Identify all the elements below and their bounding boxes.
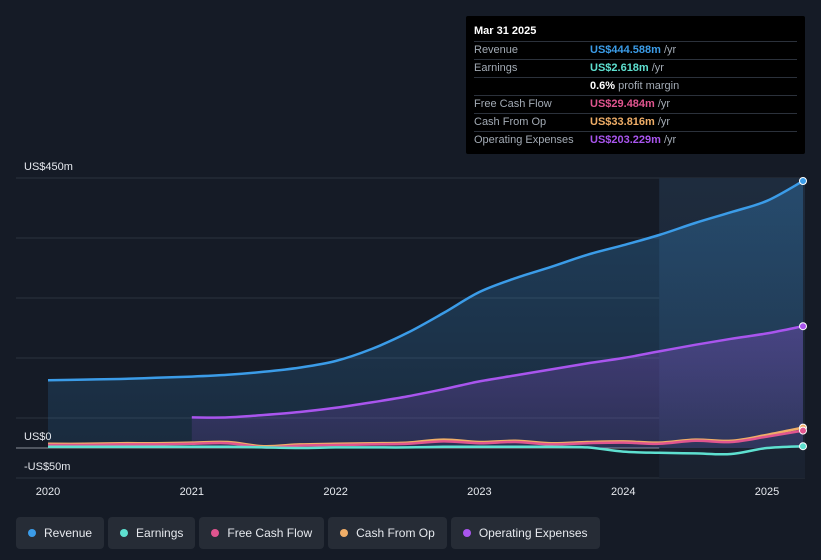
x-tick-label: 2024 <box>611 486 635 498</box>
series-line-earnings <box>47 444 804 456</box>
legend-dot-icon <box>120 529 129 537</box>
x-axis-labels: 2020 2021 2022 2023 2024 2025 <box>36 486 780 498</box>
legend-item-free-cash-flow[interactable]: Free Cash Flow <box>199 517 325 549</box>
y-tick-label: US$450m <box>24 161 73 173</box>
legend-item-earnings[interactable]: Earnings <box>108 517 196 549</box>
tooltip-row-unit: /yr <box>663 44 677 56</box>
tooltip-row-label: Free Cash Flow <box>474 98 552 110</box>
legend-item-cash-from-op[interactable]: Cash From Op <box>328 517 447 549</box>
tooltip-row-value: US$33.816m <box>590 116 655 128</box>
series-end-dots <box>799 177 807 451</box>
legend-label: Revenue <box>44 526 93 540</box>
x-tick-label: 2022 <box>323 486 347 498</box>
tooltip-row-label <box>474 78 590 95</box>
y-axis-labels: US$450m US$0 -US$50m <box>24 161 73 473</box>
tooltip-date: Mar 31 2025 <box>474 25 537 37</box>
tooltip-row-unit: /yr <box>651 62 664 74</box>
series-lines <box>47 179 804 456</box>
y-tick-label: US$0 <box>24 431 52 443</box>
tooltip-row: Revenue US$444.588m/yr <box>474 41 797 59</box>
legend-item-revenue[interactable]: Revenue <box>16 517 105 549</box>
tooltip-row: Operating Expenses US$203.229m/yr <box>474 131 797 149</box>
tooltip-row: Earnings US$2.618m/yr <box>474 59 797 77</box>
tooltip-row: Cash From Op US$33.816m/yr <box>474 113 797 131</box>
x-tick-label: 2025 <box>755 486 779 498</box>
series-area-operating-expenses <box>191 326 804 448</box>
tooltip-row-value: US$203.229m <box>590 134 661 146</box>
legend-label: Earnings <box>136 526 184 540</box>
legend-dot-icon <box>462 529 471 537</box>
tooltip-row-label: Cash From Op <box>474 116 547 128</box>
tooltip-row: Free Cash Flow US$29.484m/yr <box>474 95 797 113</box>
legend-label: Cash From Op <box>356 526 435 540</box>
series-line-operating-expenses <box>191 324 804 419</box>
tooltip-row-value: US$29.484m <box>590 98 655 110</box>
tooltip-row-unit: profit margin <box>618 80 680 92</box>
series-line-revenue <box>47 179 804 382</box>
series-end-dot-free-cash-flow <box>799 426 807 435</box>
tooltip-row: 0.6% profit margin <box>474 77 797 95</box>
series-end-dot-operating-expenses <box>799 322 807 331</box>
tooltip-panel: Mar 31 2025 Revenue US$444.588m/yr Earning… <box>466 16 805 154</box>
legend-item-operating-expenses[interactable]: Operating Expenses <box>450 517 600 549</box>
legend-label: Operating Expenses <box>478 526 588 540</box>
legend-label: Free Cash Flow <box>227 526 313 540</box>
tooltip-row-value: US$444.588m <box>590 44 661 56</box>
tooltip-row-label: Operating Expenses <box>474 134 574 146</box>
legend-dot-icon <box>28 529 36 537</box>
legend: Revenue Earnings Free Cash Flow Cash From O… <box>16 517 604 549</box>
tooltip-row-value: 0.6% <box>590 80 616 92</box>
legend-dot-icon <box>211 529 220 537</box>
tooltip-row-value: US$2.618m <box>590 62 649 74</box>
x-tick-label: 2020 <box>36 486 60 498</box>
series-line-free-cash-flow <box>47 429 804 449</box>
tooltip-row-unit: /yr <box>657 116 671 128</box>
x-tick-label: 2023 <box>467 486 491 498</box>
x-tick-label: 2021 <box>180 486 204 498</box>
tooltip-row-label: Earnings <box>474 62 518 74</box>
series-end-dot-earnings <box>799 442 807 451</box>
tooltip-rows: Revenue US$444.588m/yr Earnings US$2.618m/y… <box>474 41 797 149</box>
tooltip-row-unit: /yr <box>663 134 677 146</box>
series-end-dot-revenue <box>799 177 807 185</box>
tooltip-row-unit: /yr <box>657 98 671 110</box>
y-tick-label: -US$50m <box>24 461 70 473</box>
tooltip-row-label: Revenue <box>474 44 519 56</box>
legend-dot-icon <box>340 529 349 537</box>
